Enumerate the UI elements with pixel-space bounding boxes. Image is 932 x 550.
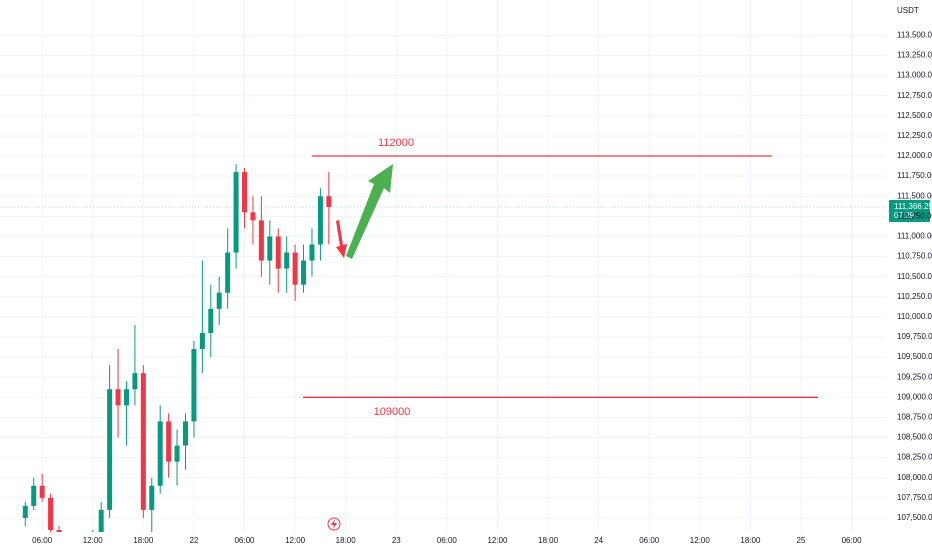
candle-body	[292, 252, 298, 285]
y-tick-label: 111,000.00	[897, 232, 932, 241]
up-arrow	[346, 164, 393, 259]
x-tick-label: 12:00	[487, 536, 508, 545]
candle-body	[267, 236, 273, 261]
level-label: 109000	[374, 406, 411, 418]
x-tick-label: 25	[797, 536, 806, 545]
x-tick-label: 06:00	[639, 536, 660, 545]
y-tick-label: 112,250.00	[897, 131, 932, 140]
candle-body	[326, 196, 332, 207]
price-badge	[889, 199, 930, 222]
candle-body	[123, 389, 129, 406]
candle-body	[284, 252, 290, 269]
candle-body	[157, 421, 163, 486]
candle-body	[225, 252, 231, 293]
y-tick-label: 108,250.00	[897, 453, 932, 462]
price-label: 111,366.25	[894, 202, 932, 211]
candle-body	[275, 236, 281, 269]
y-tick-label: 113,500.00	[897, 30, 932, 39]
candle-body	[98, 509, 104, 532]
event-icon	[327, 517, 341, 531]
countdown-label: 07:29	[894, 211, 915, 220]
x-tick-label: 18:00	[740, 536, 761, 545]
y-tick-label: 107,750.00	[897, 493, 932, 502]
candle-body	[140, 373, 146, 510]
candle-body	[166, 421, 172, 462]
y-tick-label: 108,750.00	[897, 413, 932, 422]
candle-body	[301, 260, 307, 285]
x-tick-label: 23	[392, 536, 401, 545]
y-tick-label: 112,750.00	[897, 91, 932, 100]
y-tick-label: 113,250.00	[897, 51, 932, 60]
y-tick-label: 110,000.00	[897, 312, 932, 321]
x-tick-label: 18:00	[336, 536, 357, 545]
candle-body	[216, 292, 222, 309]
candle-body	[107, 389, 113, 510]
x-tick-label: 18:00	[133, 536, 154, 545]
x-tick-label: 24	[594, 536, 603, 545]
x-tick-label: 12:00	[83, 536, 104, 545]
x-tick-label: 06:00	[842, 536, 863, 545]
y-tick-label: 109,750.00	[897, 332, 932, 341]
x-tick-label: 06:00	[437, 536, 458, 545]
candle-body	[191, 349, 197, 422]
candle-body	[149, 485, 155, 510]
y-tick-label: 112,000.00	[897, 151, 932, 160]
y-tick-label: 108,500.00	[897, 433, 932, 442]
x-tick-label: 06:00	[32, 536, 53, 545]
level-label: 112000	[378, 137, 414, 149]
x-tick-label: 06:00	[234, 536, 255, 545]
y-tick-label: 111,250.00	[897, 211, 932, 220]
candle-body	[22, 505, 28, 518]
candle-body	[199, 332, 205, 350]
y-tick-label: 110,500.00	[897, 272, 932, 281]
candle-body	[73, 546, 78, 550]
y-tick-label: 110,750.00	[897, 252, 932, 261]
candle-body	[82, 546, 87, 550]
candle-body	[115, 389, 121, 406]
candle-body	[208, 308, 214, 333]
y-tick-label: 112,500.00	[897, 111, 932, 120]
candle-body	[250, 212, 256, 221]
x-tick-label: 22	[189, 536, 198, 545]
y-tick-label: 108,000.00	[897, 473, 932, 482]
candle-body	[31, 485, 37, 506]
candle-body	[65, 542, 70, 550]
y-tick-label: 111,500.00	[897, 191, 932, 200]
candle-body	[233, 172, 239, 253]
y-tick-label: 107,500.00	[897, 513, 932, 522]
y-tick-label: 113,000.00	[897, 71, 932, 80]
y-tick-label: 111,750.00	[897, 171, 932, 180]
x-tick-label: 12:00	[285, 536, 306, 545]
y-tick-label: 109,500.00	[897, 352, 932, 361]
y-tick-label: 110,250.00	[897, 292, 932, 301]
candle-body	[258, 220, 264, 261]
candle-body	[48, 497, 54, 530]
candle-body	[317, 196, 323, 245]
down-arrow	[336, 220, 347, 258]
candle-body	[242, 172, 248, 213]
y-tick-label: 109,000.00	[897, 392, 932, 401]
x-tick-label: 18:00	[538, 536, 559, 545]
candle-body	[182, 421, 188, 446]
currency-label: USDT	[897, 6, 919, 15]
candle-body	[39, 485, 45, 498]
candle-body	[56, 529, 62, 532]
y-tick-label: 109,250.00	[897, 372, 932, 381]
candle-body	[132, 373, 138, 390]
x-tick-label: 12:00	[690, 536, 711, 545]
candle-body	[174, 445, 180, 462]
candle-body	[309, 244, 315, 261]
